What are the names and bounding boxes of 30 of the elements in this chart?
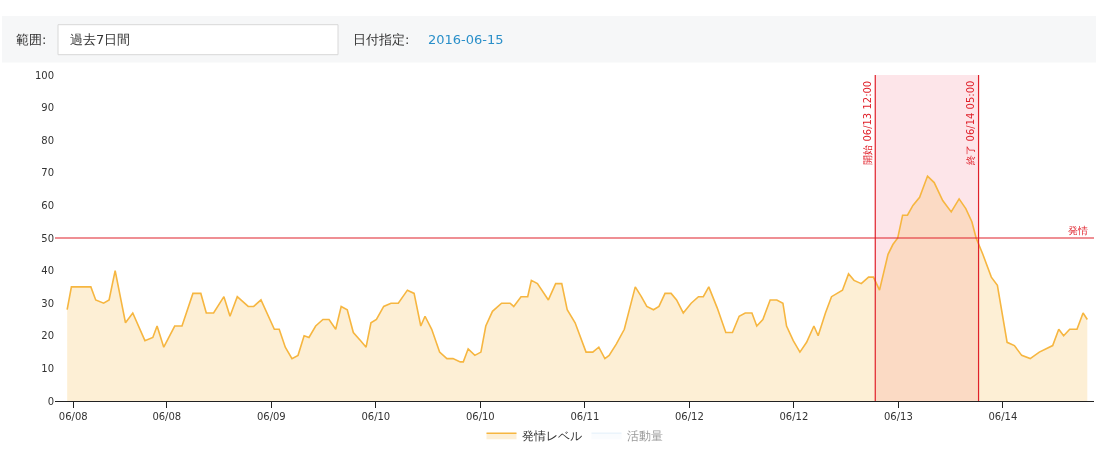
text: 過去7日間 <box>70 32 131 47</box>
y-tick-label: 50 <box>41 232 54 244</box>
text: 範囲: <box>16 32 47 47</box>
y-tick-label: 80 <box>41 134 54 146</box>
legend-label: 発情レベル <box>521 428 582 443</box>
legend-label: 活動量 <box>626 428 663 443</box>
y-tick-label: 100 <box>34 69 54 81</box>
y-tick-label: 30 <box>41 297 54 309</box>
x-tick-label: 06/13 <box>883 411 913 422</box>
x-tick-label: 06/14 <box>988 411 1018 422</box>
x-tick-label: 06/12 <box>674 411 704 422</box>
ref-line-label: 開始 06/13 12:00 <box>861 80 873 165</box>
text: 2016-06-15 <box>428 32 504 47</box>
y-tick-label: 70 <box>41 167 54 179</box>
y-tick-label: 0 <box>47 395 54 407</box>
y-tick-label: 10 <box>41 362 54 374</box>
x-tick-label: 06/08 <box>58 411 88 422</box>
x-tick-label: 06/10 <box>361 411 391 422</box>
y-tick-label: 60 <box>41 199 54 211</box>
x-tick-label: 06/09 <box>256 411 286 422</box>
y-tick-label: 20 <box>41 330 54 342</box>
y-tick-label: 40 <box>41 265 54 277</box>
text: 日付指定: <box>353 32 410 47</box>
x-tick-label: 06/12 <box>779 411 809 422</box>
ref-line-label: 終了 06/14 05:00 <box>964 80 976 166</box>
x-tick-label: 06/11 <box>570 411 600 422</box>
x-tick-label: 06/08 <box>152 411 182 422</box>
ref-line-label: 発情 <box>1068 225 1088 236</box>
x-tick-label: 06/10 <box>465 411 495 422</box>
y-tick-label: 90 <box>41 102 54 114</box>
